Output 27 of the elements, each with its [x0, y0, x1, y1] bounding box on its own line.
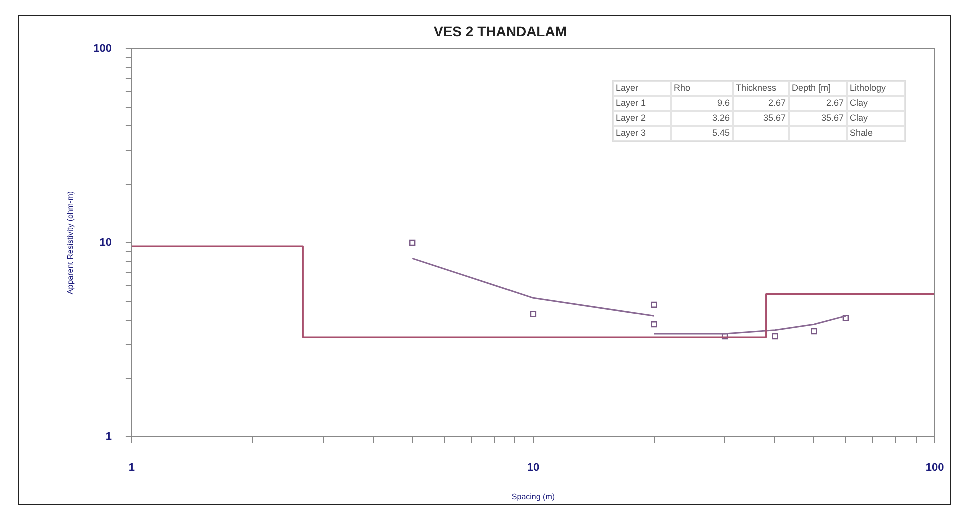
annotation: 35.67 — [733, 111, 789, 126]
annotation: 5.45 — [671, 126, 733, 141]
annotation: 2.67 — [789, 96, 847, 111]
annotation: 2.67 — [733, 96, 789, 111]
annotation: Layer 3 — [613, 126, 671, 141]
x-tick-label: 1 — [128, 462, 136, 474]
y-tick-label: 1 — [106, 431, 112, 444]
annotation: Layer 2 — [613, 111, 671, 126]
x-axis-title: Spacing (m) — [512, 492, 556, 502]
chart-title: VES 2 THANDALAM — [434, 23, 568, 40]
x-tick-label: 10 — [527, 462, 540, 474]
annotation: Layer — [613, 81, 671, 96]
annotation: Clay — [847, 96, 905, 111]
x-tick-label: 100 — [926, 462, 944, 474]
annotation: Depth [m] — [789, 81, 847, 96]
annotation: Shale — [847, 126, 905, 141]
annotation: 3.26 — [671, 111, 733, 126]
annotation: 9.6 — [671, 96, 733, 111]
annotation: Rho — [671, 81, 733, 96]
y-tick-label: 100 — [94, 42, 112, 55]
annotation: Lithology — [847, 81, 905, 96]
annotation: Clay — [847, 111, 905, 126]
annotation: 35.67 — [789, 111, 847, 126]
y-tick-label: 10 — [100, 237, 112, 250]
annotation: Thickness — [733, 81, 789, 96]
annotation: Layer 1 — [613, 96, 671, 111]
y-axis-title: Apparent Resistivity (ohm-m) — [66, 191, 76, 295]
